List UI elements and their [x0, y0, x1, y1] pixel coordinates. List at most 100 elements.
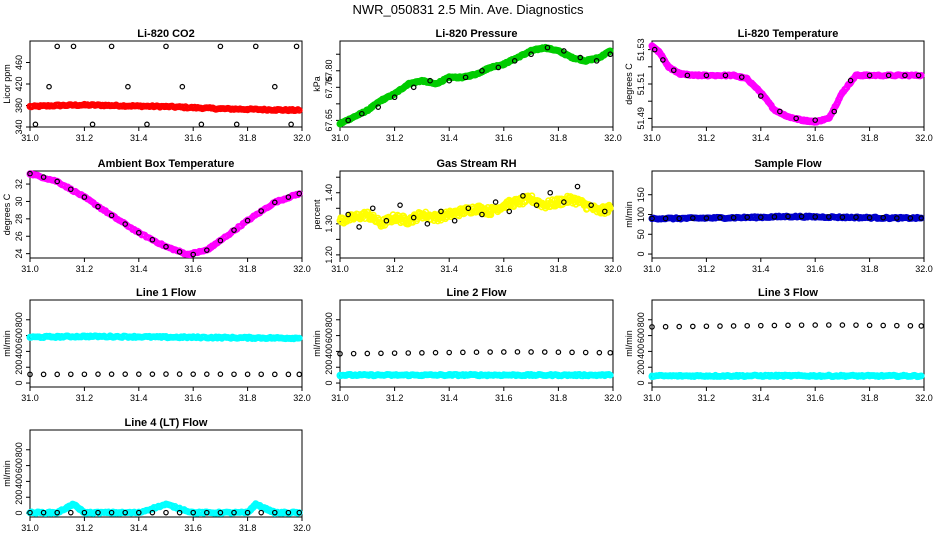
- x-tick-label: 31.0: [643, 133, 661, 143]
- data-point: [893, 322, 900, 329]
- x-tick-label: 31.2: [698, 393, 716, 403]
- data-point: [350, 113, 358, 121]
- x-tick-label: 31.8: [239, 264, 257, 274]
- data-point: [296, 190, 303, 197]
- data-point: [722, 72, 729, 79]
- data-point: [95, 371, 101, 377]
- data-point: [149, 236, 156, 243]
- x-tick-label: 31.0: [21, 133, 39, 143]
- series-line1: [26, 332, 303, 343]
- x-tick-label: 31.0: [21, 393, 39, 403]
- data-point: [198, 121, 205, 128]
- data-point: [675, 372, 683, 380]
- y-tick-label: 50: [636, 229, 646, 239]
- series-pressure-ref: [345, 44, 614, 124]
- data-point: [533, 202, 540, 208]
- series-line4-ref: [27, 509, 303, 516]
- data-point: [757, 89, 765, 96]
- data-point: [825, 214, 832, 220]
- data-point: [649, 324, 655, 330]
- data-point: [70, 43, 77, 50]
- data-point: [487, 349, 493, 355]
- data-point: [649, 215, 655, 222]
- plot-frame: [29, 429, 303, 518]
- data-point: [432, 214, 439, 222]
- data-point: [839, 214, 846, 221]
- data-point: [189, 104, 197, 112]
- data-point: [528, 349, 534, 355]
- data-point: [866, 372, 873, 380]
- plot-frame: [29, 40, 303, 128]
- data-point: [577, 54, 584, 61]
- data-point: [648, 42, 656, 50]
- x-tick-label: 31.0: [21, 264, 39, 274]
- data-point: [252, 500, 260, 508]
- data-point: [541, 201, 549, 209]
- data-point: [798, 116, 805, 124]
- x-tick-label: 31.0: [331, 133, 349, 143]
- panel-title: Line 2 Flow: [447, 287, 507, 299]
- data-point: [217, 237, 224, 244]
- y-tick-label: 1.40: [324, 184, 334, 202]
- data-point: [432, 80, 439, 88]
- data-point: [108, 509, 115, 516]
- x-tick-label: 31.6: [184, 523, 202, 533]
- y-axis-label: degrees C: [2, 193, 12, 235]
- data-point: [866, 214, 873, 221]
- x-tick-label: 31.8: [550, 393, 568, 403]
- data-point: [293, 43, 300, 50]
- data-point: [26, 333, 34, 341]
- data-point: [607, 51, 614, 58]
- data-point: [162, 333, 170, 341]
- data-point: [190, 371, 197, 377]
- x-tick-label: 31.0: [331, 264, 349, 274]
- data-point: [136, 229, 142, 236]
- data-point: [271, 83, 278, 90]
- y-tick-label: 32: [14, 179, 24, 189]
- series-sample-ref: [649, 213, 925, 222]
- data-point: [46, 83, 52, 90]
- x-tick-label: 31.4: [440, 393, 458, 403]
- data-point: [885, 72, 892, 79]
- data-point: [785, 213, 791, 220]
- data-point: [122, 221, 129, 227]
- y-tick-label: 600: [324, 328, 334, 343]
- y-tick-label: 800: [324, 312, 334, 327]
- x-tick-label: 31.4: [440, 133, 458, 143]
- x-tick-label: 31.2: [386, 133, 404, 143]
- data-point: [363, 211, 371, 218]
- x-tick-label: 31.2: [698, 133, 716, 143]
- data-point: [555, 198, 562, 206]
- y-tick-label: 0: [636, 252, 646, 257]
- y-tick-label: 100: [636, 207, 646, 222]
- data-point: [656, 49, 664, 57]
- data-point: [893, 215, 900, 221]
- data-point: [547, 189, 554, 196]
- data-point: [451, 217, 458, 224]
- data-point: [418, 77, 426, 85]
- y-tick-label: 400: [636, 344, 646, 359]
- data-point: [541, 44, 549, 52]
- data-point: [831, 108, 838, 115]
- data-point: [391, 90, 398, 98]
- data-point: [664, 63, 672, 71]
- x-tick-label: 31.6: [184, 264, 202, 274]
- x-tick-label: 31.0: [643, 393, 661, 403]
- series-box-temp-ref: [27, 170, 303, 258]
- data-point: [574, 183, 581, 190]
- data-point: [418, 211, 426, 218]
- x-tick-label: 31.6: [495, 393, 513, 403]
- data-point: [915, 72, 922, 79]
- data-point: [176, 371, 183, 377]
- panel-ambient-box-temperature: Ambient Box Temperature degrees C 24 26 28 30…: [2, 158, 311, 274]
- data-point: [514, 349, 521, 355]
- data-point: [544, 44, 551, 51]
- data-point: [606, 204, 614, 212]
- data-point: [244, 105, 251, 113]
- y-tick-label: 200: [14, 490, 24, 505]
- data-point: [144, 121, 150, 128]
- y-tick-label: 28: [14, 214, 24, 224]
- series-temp: [648, 42, 925, 126]
- data-point: [383, 217, 390, 224]
- data-point: [204, 247, 210, 253]
